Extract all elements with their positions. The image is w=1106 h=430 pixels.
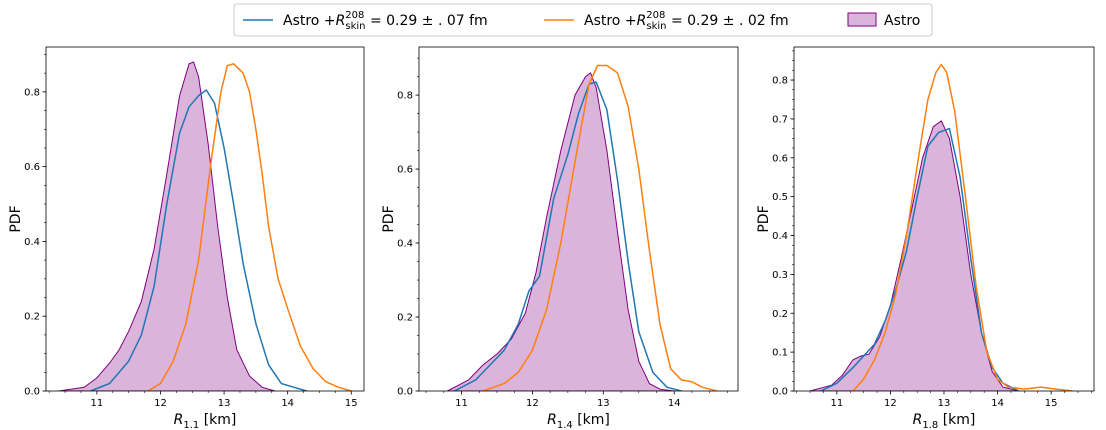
y-tick-label: 0.8 [772,76,788,87]
x-tick-label: 14 [668,398,681,409]
y-tick-label: 0.6 [397,165,413,176]
y-tick-label: 0.4 [24,237,40,248]
x-axis-label-symbol: R [913,412,923,428]
x-tick-label: 12 [884,398,897,409]
x-tick-label: 12 [526,398,539,409]
y-tick-label: 0.8 [397,91,413,102]
x-axis-label-unit: [km] [573,412,610,428]
x-tick-label: 11 [830,398,843,409]
x-axis-label-symbol: R [547,412,557,428]
y-tick-label: 0.5 [772,192,788,203]
x-axis-label: R1.8 [km] [913,412,976,430]
y-axis-label: PDF [381,205,397,232]
legend-label-prefix: Astro + [584,13,637,29]
y-tick-label: 0.4 [397,239,413,250]
legend-label-superscript: 208 [646,10,665,21]
blue-density-line [90,89,308,391]
x-tick-label: 14 [281,398,294,409]
y-tick-label: 0.3 [772,270,788,281]
legend-label: Astro +R208 skin = 0.29 ± . 07 fm [283,10,488,32]
x-axis-label-symbol: R [174,412,184,428]
x-tick-label: 15 [345,398,358,409]
x-axis-label-subscript: 1.8 [922,420,938,430]
y-tick-label: 0.0 [397,387,413,398]
legend-swatch-patch [847,12,877,27]
y-tick-label: 0.6 [772,153,788,164]
y-tick-label: 0.8 [24,87,40,98]
astro-density-area [447,72,675,391]
orange-density-line [482,64,717,391]
legend-label-subscript: skin [646,21,666,32]
x-tick-label: 12 [154,398,167,409]
x-tick-label: 13 [597,398,610,409]
legend-box [233,3,933,37]
y-tick-label: 0.2 [772,309,788,320]
panel-r1-8: 11 12 13 14 15 0.0 0.1 0.2 0.3 0.4 0.5 0.6 0.7 0.8 PDF… [756,46,1095,430]
legend-label-symbol: R [336,13,346,29]
y-tick-label: 0.7 [772,114,788,125]
y-tick-label: 0.6 [24,162,40,173]
astro-density-area [58,61,276,391]
blue-density-line [820,127,1020,391]
legend-label-symbol: R [637,13,647,29]
legend-label-subscript: skin [345,21,365,32]
x-tick-label: 13 [218,398,231,409]
x-tick-label: 15 [1045,398,1058,409]
blue-density-line [454,81,682,391]
x-axis-label: R1.1 [km] [174,412,237,430]
y-axis-label: PDF [756,205,772,232]
x-axis-label-unit: [km] [938,412,975,428]
orange-density-line [852,63,1073,391]
x-axis-label-subscript: 1.1 [183,420,199,430]
legend: Astro +R208 skin = 0.29 ± . 07 fm Astro +R… [233,3,933,37]
orange-density-line [147,63,352,391]
x-tick-label: 14 [991,398,1004,409]
y-tick-label: 0.0 [772,387,788,398]
x-axis-label: R1.4 [km] [547,412,610,430]
x-tick-label: 11 [91,398,104,409]
legend-label-rest: = 0.29 ± . 07 fm [366,13,488,29]
panel-r1-4: 11 12 13 14 0.0 0.2 0.4 0.6 0.8 PDF R1.4 [km] [381,46,739,430]
x-tick-label: 13 [938,398,951,409]
y-tick-label: 0.4 [772,231,788,242]
axes-frame [45,46,365,392]
legend-label-rest: = 0.29 ± . 02 fm [667,13,789,29]
axes-frame [418,46,739,392]
legend-label: Astro +R208 skin = 0.29 ± . 02 fm [584,10,789,32]
y-tick-label: 0.2 [24,312,40,323]
legend-label-prefix: Astro + [283,13,336,29]
y-tick-label: 0.2 [397,313,413,324]
x-tick-label: 11 [455,398,468,409]
x-axis-label-unit: [km] [199,412,236,428]
legend-label-superscript: 208 [345,10,364,21]
x-axis-label-subscript: 1.4 [557,420,573,430]
panel-r1-1: 11 12 13 14 15 0.0 0.2 0.4 0.6 0.8 PDF R1.1 [km] [8,46,365,430]
astro-density-area [809,120,1020,391]
y-tick-label: 0.1 [772,348,788,359]
y-axis-label: PDF [8,205,24,232]
y-tick-label: 0.0 [24,387,40,398]
legend-label: Astro [884,13,920,29]
